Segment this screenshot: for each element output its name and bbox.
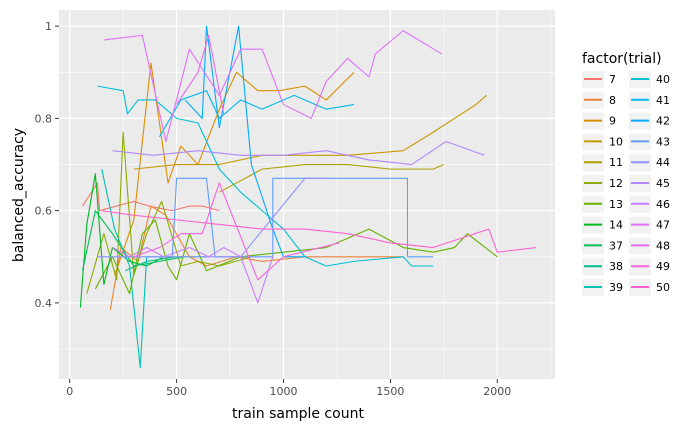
legend-label: 50: [656, 281, 670, 294]
legend-item-9: 9: [582, 112, 616, 130]
series-line-47: [103, 30, 442, 143]
series-layer: [79, 25, 536, 369]
x-tick-label: 1500: [376, 385, 404, 398]
legend-label: 43: [656, 135, 670, 148]
legend-item-49: 49: [629, 258, 670, 276]
legend-label: 49: [656, 260, 670, 273]
legend-title: factor(trial): [582, 51, 662, 67]
series-line-9: [114, 62, 355, 276]
legend-item-50: 50: [629, 279, 670, 296]
x-axis-title: train sample count: [232, 406, 364, 422]
series-line-40: [97, 85, 434, 267]
legend-item-41: 41: [629, 91, 670, 109]
legend-item-44: 44: [629, 154, 670, 172]
series-line-10: [133, 94, 487, 170]
legend-label: 12: [609, 177, 623, 190]
legend-item-37: 37: [582, 237, 623, 255]
legend-item-39: 39: [582, 279, 623, 296]
series-line-48: [176, 34, 225, 114]
legend-label: 13: [609, 198, 623, 211]
x-tick-label: 0: [66, 385, 73, 398]
series-line-41: [159, 90, 355, 138]
legend-label: 48: [656, 239, 670, 252]
y-tick-label: 0.4: [35, 297, 53, 310]
legend-entries: 7 8 9 10 11 12 13 14 37 38 39 40 41 42 43 44 45 46 47 48 49 5…: [582, 71, 670, 296]
x-tick-label: 500: [166, 385, 187, 398]
y-tick-label: 0.6: [35, 205, 53, 218]
y-tick-label: 1: [45, 20, 52, 33]
legend-item-45: 45: [629, 175, 670, 192]
y-axis: 0.4 0.6 0.8 1: [35, 20, 59, 310]
legend-label: 9: [609, 115, 616, 128]
series-line-45: [112, 140, 485, 166]
series-line-7: [82, 182, 220, 212]
legend-item-14: 14: [582, 216, 623, 234]
legend-item-10: 10: [582, 133, 623, 151]
series-line-46: [112, 246, 274, 304]
legend-label: 40: [656, 73, 670, 86]
legend-item-40: 40: [629, 71, 670, 88]
legend-label: 14: [609, 219, 623, 232]
x-tick-label: 1000: [269, 385, 297, 398]
legend-label: 44: [656, 156, 670, 169]
legend-label: 42: [656, 115, 670, 128]
legend-label: 45: [656, 177, 670, 190]
series-line-50: [101, 210, 536, 253]
legend-item-12: 12: [582, 175, 623, 192]
legend-label: 37: [609, 239, 623, 252]
legend-label: 8: [609, 94, 616, 107]
legend-item-43: 43: [629, 133, 670, 151]
legend-label: 11: [609, 156, 623, 169]
series-line-11: [219, 163, 445, 193]
y-tick-label: 0.8: [35, 112, 53, 125]
legend: factor(trial) 7 8 9 10 11 12 13 14 37 38 39 40 41 42 4…: [582, 51, 670, 296]
x-axis: 0 500 1000 1500 2000: [66, 379, 511, 398]
legend-item-11: 11: [582, 154, 623, 172]
series-line-44: [97, 177, 327, 258]
series-line-49: [133, 182, 340, 281]
series-line-42: [184, 25, 305, 258]
legend-label: 41: [656, 94, 670, 107]
series-line-12: [86, 131, 252, 294]
legend-label: 38: [609, 260, 623, 273]
legend-label: 46: [656, 198, 670, 211]
y-axis-title: balanced_accuracy: [11, 128, 27, 262]
legend-item-48: 48: [629, 237, 670, 255]
legend-item-46: 46: [629, 195, 670, 213]
panel-background: [59, 10, 555, 379]
legend-label: 7: [609, 73, 616, 86]
legend-item-7: 7: [582, 71, 616, 88]
legend-item-13: 13: [582, 195, 623, 213]
x-tick-label: 2000: [483, 385, 511, 398]
legend-item-42: 42: [629, 112, 670, 130]
legend-item-38: 38: [582, 258, 623, 276]
series-line-13: [94, 219, 498, 295]
legend-label: 10: [609, 135, 623, 148]
legend-item-8: 8: [582, 91, 616, 109]
legend-item-47: 47: [629, 216, 670, 234]
legend-label: 39: [609, 281, 623, 294]
legend-label: 47: [656, 219, 670, 232]
